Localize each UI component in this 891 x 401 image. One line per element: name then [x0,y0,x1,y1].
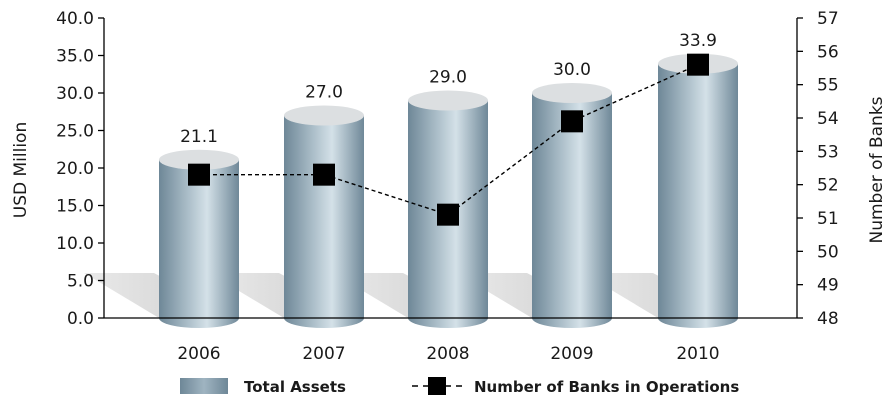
bar-data-label: 21.1 [180,127,218,147]
right-tick-label: 51 [817,209,839,229]
right-tick-label: 53 [817,142,839,162]
bar-top [284,105,364,126]
bar-body [284,115,364,328]
left-tick-label: 10.0 [56,234,94,254]
left-tick-label: 40.0 [56,9,94,29]
right-tick-label: 55 [817,76,839,96]
left-tick-label: 25.0 [56,122,94,142]
banks-marker [687,53,709,76]
left-axis: 0.0 5.0 10.0 15.0 20.0 25.0 30.0 35.0 40.0 [56,9,105,329]
bar-top [532,83,612,103]
legend-marker-banks [428,377,446,395]
right-tick-label: 54 [817,109,839,129]
bar-total-assets [532,83,612,328]
bar-body [658,63,738,328]
data-labels: 21.1 27.0 29.0 30.0 33.9 [180,31,717,147]
right-tick-label: 50 [817,242,839,262]
left-tick-label: 30.0 [56,84,94,104]
x-tick-label: 2010 [676,344,719,364]
legend-label-total-assets: Total Assets [244,378,346,396]
bar-body [159,159,239,328]
banks-marker [561,110,583,133]
bars [159,53,738,328]
left-tick-label: 20.0 [56,159,94,179]
bar-total-assets [159,149,239,328]
legend-swatch-total-assets [180,378,228,394]
bar-total-assets [284,105,364,328]
left-tick-label: 35.0 [56,47,94,67]
left-axis-ticks: 0.0 5.0 10.0 15.0 20.0 25.0 30.0 35.0 40.0 [56,9,104,329]
right-tick-label: 57 [817,9,839,29]
bar-data-label: 27.0 [305,83,343,103]
x-tick-label: 2006 [177,344,220,364]
bar-body [532,93,612,328]
right-tick-label: 52 [817,176,839,196]
banks-marker [188,163,210,186]
right-axis: 48 49 50 51 52 53 54 55 56 57 [796,9,839,329]
right-axis-ticks: 48 49 50 51 52 53 54 55 56 57 [797,9,839,329]
left-tick-label: 0.0 [67,309,94,329]
bar-data-label: 33.9 [679,31,717,51]
bar-data-label: 29.0 [429,68,467,88]
banks-marker [313,163,335,186]
banks-line-series [188,53,709,226]
left-tick-label: 15.0 [56,197,94,217]
bar-total-assets [658,53,738,328]
left-tick-label: 5.0 [67,272,94,292]
x-tick-label: 2008 [426,344,469,364]
banks-marker [437,203,459,226]
x-tick-label: 2007 [302,344,345,364]
right-tick-label: 56 [817,42,839,62]
bar-top [159,149,239,170]
y-axis-title: USD Million [11,122,31,218]
bar-top [408,90,488,111]
bar-data-label: 30.0 [553,60,591,80]
x-tick-label: 2009 [550,344,593,364]
right-tick-label: 48 [817,309,839,329]
x-axis-ticks: 2006 2007 2008 2009 2010 [177,344,719,364]
y2-axis-title: Number of Banks [867,96,887,243]
legend-label-banks: Number of Banks in Operations [474,378,739,396]
right-tick-label: 49 [817,276,839,296]
legend: Total Assets Number of Banks in Operatio… [180,377,739,396]
